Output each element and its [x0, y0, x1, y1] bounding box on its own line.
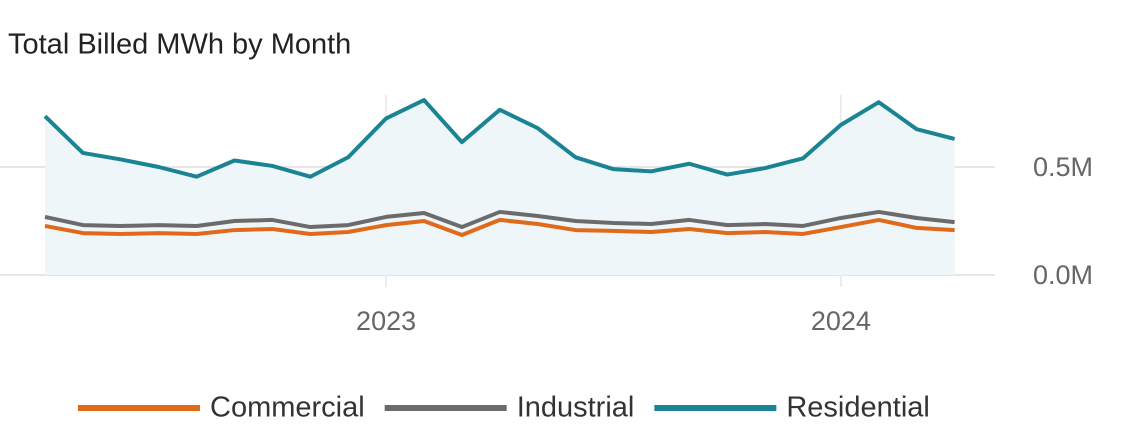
chart-title: Total Billed MWh by Month — [8, 29, 351, 61]
x-tick-label: 2024 — [811, 306, 871, 336]
areas — [45, 100, 955, 275]
x-tick-label: 2023 — [356, 306, 416, 336]
lines — [43, 98, 956, 238]
legend-label: Residential — [786, 392, 929, 424]
y-tick-label: 0.5M — [1033, 152, 1093, 182]
line — [44, 217, 955, 238]
legend-label: Industrial — [517, 392, 635, 424]
line — [43, 98, 956, 179]
line — [44, 209, 955, 230]
y-tick-label: 0.0M — [1033, 260, 1093, 290]
legend-label: Commercial — [210, 392, 365, 424]
area — [45, 100, 955, 275]
